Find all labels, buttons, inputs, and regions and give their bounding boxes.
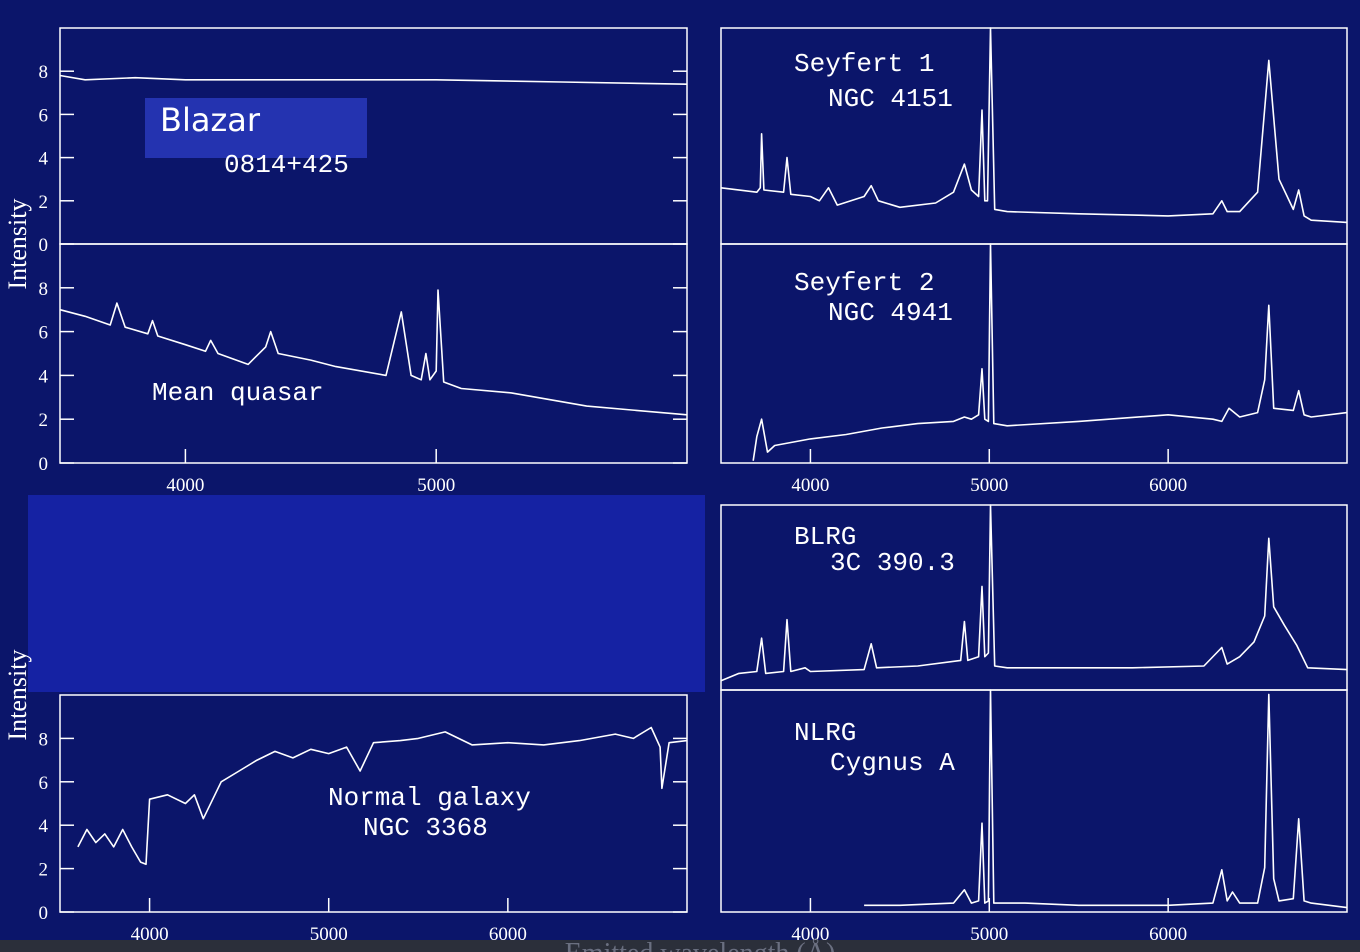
- y-tick-label: 2: [39, 410, 49, 431]
- spectrum-line: [77, 726, 688, 866]
- panel-title: Blazar: [160, 101, 261, 139]
- x-tick-label: 6000: [489, 924, 527, 945]
- y-tick-label: 0: [39, 454, 49, 475]
- y-tick-label: 8: [39, 279, 49, 300]
- panel-title: Mean quasar: [152, 378, 324, 408]
- panel-title: Seyfert 1: [794, 49, 934, 79]
- x-tick-label: 5000: [417, 475, 455, 496]
- y-tick-label: 6: [39, 773, 49, 794]
- panel-subtitle: NGC 4151: [828, 84, 953, 114]
- x-tick-label: 6000: [1149, 475, 1187, 496]
- x-tick-label: 6000: [1149, 924, 1187, 945]
- y-tick-label: 4: [39, 366, 49, 387]
- panel-frame: [720, 689, 1348, 913]
- spectrum-line: [864, 689, 1348, 909]
- y-axis-label: Intensity: [3, 650, 32, 741]
- panel-subtitle: 0814+425: [224, 150, 349, 180]
- y-tick-label: 2: [39, 192, 49, 213]
- plots: [59, 27, 1348, 913]
- y-tick-label: 8: [39, 62, 49, 83]
- panel-title: Seyfert 2: [794, 268, 934, 298]
- x-tick-label: 5000: [970, 475, 1008, 496]
- label-box: [145, 98, 367, 158]
- panel-subtitle: 3C 390.3: [830, 548, 955, 578]
- panel-title: NLRG: [794, 718, 856, 748]
- panel-subtitle: Cygnus A: [830, 748, 955, 778]
- spectrum-line: [720, 504, 1348, 682]
- panel-title: Normal galaxy: [328, 783, 531, 813]
- footer-bar: [0, 940, 1360, 952]
- x-tick-label: 4000: [791, 475, 829, 496]
- spectrum-line: [720, 27, 1348, 224]
- labels: 0 2 4 6 8 Blazar 0814+425 Intensity 0 2 4 6 8 4000 500…: [3, 49, 1187, 945]
- spectrum-line: [59, 289, 688, 416]
- panel-title: BLRG: [794, 522, 856, 552]
- y-tick-label: 4: [39, 816, 49, 837]
- spectrum-line: [59, 74, 688, 85]
- y-axis-label: Intensity: [3, 199, 32, 290]
- x-tick-label: 4000: [131, 924, 169, 945]
- spectrum-line: [752, 243, 1348, 461]
- panel-subtitle: NGC 4941: [828, 298, 953, 328]
- x-tick-label: 5000: [970, 924, 1008, 945]
- panel-frame: [59, 243, 688, 464]
- y-tick-label: 6: [39, 105, 49, 126]
- x-tick-label: 4000: [791, 924, 829, 945]
- y-tick-label: 0: [39, 235, 49, 256]
- x-tick-label: 4000: [166, 475, 204, 496]
- y-tick-label: 4: [39, 149, 49, 170]
- cover-box: [28, 495, 705, 692]
- panel-frame: [720, 243, 1348, 464]
- panel-subtitle: NGC 3368: [363, 813, 488, 843]
- x-tick-label: 5000: [310, 924, 348, 945]
- y-tick-label: 8: [39, 729, 49, 750]
- y-tick-label: 6: [39, 323, 49, 344]
- y-tick-label: 2: [39, 860, 49, 881]
- panel-frame: [59, 694, 688, 913]
- y-tick-label: 0: [39, 903, 49, 924]
- x-axis-label: Emitted wavelength (Å): [565, 938, 836, 952]
